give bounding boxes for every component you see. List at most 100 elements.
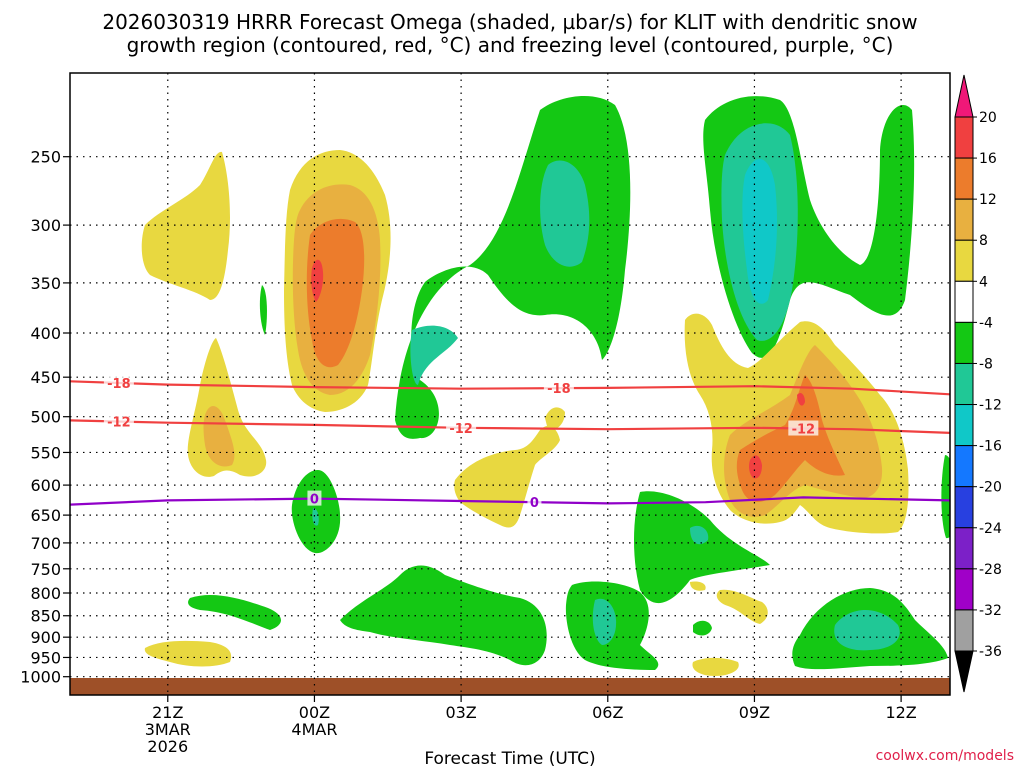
colorbar-swatch — [954, 609, 974, 652]
surface-ground — [70, 678, 950, 695]
omega-region — [410, 325, 458, 385]
colorbar-swatch — [954, 362, 974, 406]
colorbar-swatch — [954, 116, 974, 159]
colorbar-label: -12 — [979, 398, 1002, 414]
colorbar-label: -4 — [979, 315, 993, 331]
x-tick-label: 00Z — [299, 703, 330, 722]
colorbar-swatch — [954, 486, 974, 529]
colorbar-label: 20 — [979, 110, 997, 126]
chart-title-line1: 2026030319 HRRR Forecast Omega (shaded, … — [102, 10, 917, 34]
watermark: coolwx.com/models — [876, 748, 1014, 764]
contour-label-bg — [527, 494, 542, 510]
contour-label-bg — [103, 413, 134, 429]
colorbar-swatch — [954, 157, 974, 200]
x-tick-label: 4MAR — [291, 720, 337, 739]
omega-region — [545, 407, 565, 431]
contour-label: -12 — [792, 423, 816, 438]
contour-label-bg — [103, 374, 134, 390]
omega-region — [141, 151, 230, 300]
x-tick-label: 2026 — [147, 737, 188, 756]
colorbar-label: -16 — [979, 439, 1002, 455]
omega-region — [311, 259, 324, 302]
x-tick-label: 09Z — [739, 703, 770, 722]
y-tick-label: 600 — [30, 476, 61, 495]
omega-region — [692, 657, 739, 676]
colorbar-swatch — [954, 404, 974, 447]
x-tick-label: 06Z — [592, 703, 623, 722]
colorbar-swatch — [954, 527, 974, 570]
omega-region — [634, 491, 770, 604]
omega-region — [690, 581, 706, 591]
contour-label: -18 — [547, 382, 571, 397]
omega-region — [749, 455, 762, 479]
omega-region — [203, 405, 235, 467]
contour-labels: -18 -18 -12 -12 -12 0 0 — [103, 374, 819, 511]
y-axis: 250 300 350 400 450 500 550 600 650 700 750 800 850 9… — [20, 148, 70, 687]
y-tick-label: 350 — [30, 274, 61, 293]
y-tick-label: 400 — [30, 324, 61, 343]
omega-region — [144, 640, 232, 667]
y-tick-label: 900 — [30, 628, 61, 647]
y-tick-label: 500 — [30, 408, 61, 427]
omega-region — [797, 392, 805, 406]
y-tick-label: 800 — [30, 584, 61, 603]
x-tick-label: 3MAR — [145, 720, 191, 739]
colorbar-label: -8 — [979, 356, 993, 372]
y-tick-label: 950 — [30, 648, 61, 667]
contour-label-bg — [307, 490, 322, 506]
colorbar-swatch — [954, 198, 974, 241]
y-tick-label: 300 — [30, 216, 61, 235]
omega-region — [188, 595, 282, 630]
contour-label: -12 — [107, 416, 131, 431]
omega-region — [592, 598, 617, 645]
contour-label-bg — [446, 419, 477, 435]
omega-region — [306, 218, 365, 368]
omega-region — [716, 589, 768, 624]
x-tick-label: 12Z — [885, 703, 916, 722]
omega-region — [742, 158, 778, 304]
colorbar-bottom-arrow — [954, 650, 974, 693]
omega-region — [690, 525, 709, 545]
x-axis-label: Forecast Time (UTC) — [424, 749, 595, 768]
y-tick-label: 450 — [30, 368, 61, 387]
omega-region — [259, 285, 267, 335]
contour-label: -12 — [449, 422, 473, 437]
colorbar: 20 16 12 8 4 -4 -8 -12 -16 -20 -24 -28 -32 -36 — [954, 74, 1002, 693]
contour-line--18 — [70, 380, 950, 396]
omega-region — [693, 620, 712, 636]
omega-region — [736, 375, 845, 502]
x-tick-label: 21Z — [152, 703, 183, 722]
y-tick-label: 250 — [30, 148, 61, 167]
y-tick-label: 700 — [30, 534, 61, 553]
colorbar-top-arrow — [954, 74, 974, 118]
colorbar-label: 8 — [979, 233, 988, 249]
plot-area — [70, 95, 950, 676]
omega-region — [834, 610, 900, 651]
colorbar-swatch — [954, 445, 974, 488]
omega-region — [340, 565, 547, 666]
colorbar-label: -36 — [979, 644, 1002, 660]
chart-title-line2: growth region (contoured, red, °C) and f… — [127, 33, 894, 57]
omega-region — [540, 160, 590, 267]
omega-region — [312, 508, 319, 526]
y-tick-label: 850 — [30, 607, 61, 626]
contour-line--12 — [70, 419, 950, 434]
contour-label: -18 — [107, 377, 131, 392]
plot-frame — [69, 72, 951, 696]
y-tick-label: 750 — [30, 560, 61, 579]
y-tick-label: 550 — [30, 443, 61, 462]
colorbar-label: 4 — [979, 274, 988, 290]
y-tick-label: 650 — [30, 506, 61, 525]
omega-region — [941, 455, 950, 539]
colorbar-label: -32 — [979, 603, 1002, 619]
contour-label-bg — [543, 380, 574, 396]
omega-region — [454, 425, 560, 528]
colorbar-swatch — [954, 280, 974, 323]
contour-label: 0 — [530, 496, 539, 511]
colorbar-swatch — [954, 568, 974, 611]
x-tick-label: 03Z — [445, 703, 476, 722]
colorbar-label: -28 — [979, 562, 1002, 578]
colorbar-swatch — [954, 239, 974, 282]
